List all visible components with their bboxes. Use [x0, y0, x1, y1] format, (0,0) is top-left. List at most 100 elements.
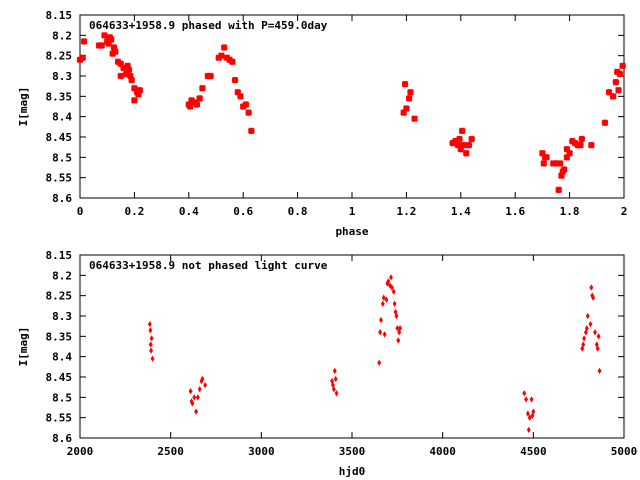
data-point: [527, 414, 532, 421]
data-point: [200, 375, 205, 383]
data-point: [529, 396, 534, 403]
plot-title: 064633+1958.9 not phased light curve: [89, 259, 328, 272]
y-tick-label: 8.2: [52, 269, 72, 282]
data-point: [526, 426, 531, 434]
y-tick-label: 8.15: [46, 9, 73, 22]
data-point: [150, 355, 155, 362]
data-point: [457, 145, 465, 153]
x-tick-label: 4000: [429, 445, 456, 458]
plot-title: 064633+1958.9 phased with P=459.0day: [89, 19, 328, 32]
data-point: [462, 149, 470, 157]
data-point: [407, 88, 414, 96]
data-point: [111, 48, 119, 55]
data-point: [218, 52, 225, 60]
data-point: [135, 90, 142, 98]
data-point: [524, 396, 529, 403]
x-tick-label: 4500: [520, 445, 547, 458]
data-point: [194, 408, 199, 415]
data-point: [403, 105, 410, 112]
y-tick-label: 8.35: [46, 330, 73, 343]
data-point: [386, 278, 391, 285]
data-point: [596, 333, 601, 340]
data-point: [148, 341, 153, 348]
y-tick-label: 8.3: [52, 310, 72, 323]
y-tick-label: 8.5: [52, 391, 72, 404]
data-point: [98, 42, 106, 49]
data-point: [405, 94, 413, 102]
data-point: [128, 76, 136, 84]
phased-plot-frame: [79, 14, 625, 199]
data-point: [540, 160, 548, 167]
data-point: [384, 296, 389, 303]
data-point: [563, 145, 571, 153]
data-point: [195, 394, 200, 401]
data-point: [468, 135, 476, 143]
data-point: [585, 312, 590, 320]
data-point: [584, 325, 589, 332]
data-point: [616, 70, 624, 78]
data-point: [612, 78, 620, 86]
data-point: [197, 386, 202, 393]
x-tick-label: 0.8: [288, 205, 308, 218]
data-point: [389, 274, 393, 281]
data-point: [124, 62, 131, 70]
data-point: [552, 160, 560, 167]
data-point: [451, 137, 459, 145]
data-point: [591, 294, 596, 301]
data-point: [136, 86, 144, 94]
data-point: [379, 316, 383, 324]
y-tick-label: 8.4: [52, 351, 72, 364]
data-point: [131, 97, 138, 104]
data-point: [398, 325, 403, 332]
data-point: [609, 92, 617, 100]
data-point: [522, 390, 527, 397]
data-point: [331, 386, 336, 393]
x-tick-label: 0.6: [233, 205, 253, 218]
data-point: [593, 329, 597, 336]
x-tick-label: 5000: [611, 445, 638, 458]
data-point: [589, 284, 594, 291]
data-point: [577, 141, 584, 149]
y-tick-label: 8.3: [52, 70, 72, 83]
data-point: [543, 153, 550, 161]
data-point: [587, 141, 595, 149]
data-point: [193, 101, 201, 108]
data-point: [454, 141, 462, 149]
x-tick-label: 3500: [339, 445, 366, 458]
data-point: [105, 40, 112, 47]
data-point: [394, 312, 399, 320]
data-point: [458, 127, 466, 135]
y-tick-label: 8.15: [46, 249, 73, 262]
x-tick-label: 1.4: [451, 205, 471, 218]
x-tick-label: 1.8: [560, 205, 580, 218]
data-point: [377, 359, 382, 366]
data-point: [120, 64, 127, 72]
data-point: [555, 186, 563, 194]
data-point: [563, 153, 571, 161]
x-tick-label: 2000: [67, 445, 94, 458]
x-tick-label: 0: [77, 205, 84, 218]
data-point: [80, 38, 88, 45]
data-point: [411, 115, 418, 123]
data-point: [199, 84, 206, 92]
x-tick-label: 1.6: [505, 205, 525, 218]
data-point: [566, 149, 573, 157]
data-point: [381, 294, 386, 301]
data-point: [391, 288, 396, 295]
data-point: [237, 92, 244, 100]
x-tick-label: 3000: [248, 445, 275, 458]
data-point: [456, 135, 463, 143]
data-point: [188, 388, 193, 395]
x-tick-label: 0.4: [179, 205, 199, 218]
data-point: [149, 335, 154, 342]
data-point: [149, 347, 154, 354]
y-axis-label: I[mag]: [17, 327, 30, 367]
data-point: [220, 44, 228, 51]
data-point: [245, 109, 253, 116]
data-point: [333, 375, 338, 383]
data-point: [578, 135, 586, 143]
phased-light-curve-panel: 8.15 8.2 8.25 8.3 8.35 8.4 8.45 8.5 8.55 8.6 0 0.2 0…: [17, 9, 627, 238]
data-point: [207, 72, 214, 80]
data-point: [234, 88, 242, 96]
